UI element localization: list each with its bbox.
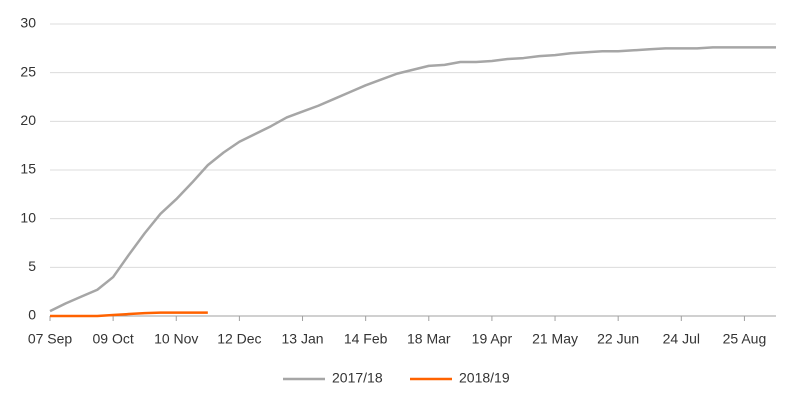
x-tick-label: 18 Mar: [407, 331, 451, 347]
x-tick-label: 13 Jan: [281, 331, 323, 347]
series-line: [50, 311, 208, 318]
y-tick-label: 30: [20, 15, 36, 31]
legend-label: 2017/18: [332, 370, 383, 386]
x-tick-label: 19 Apr: [472, 331, 513, 347]
y-tick-label: 5: [28, 258, 36, 274]
y-tick-label: 10: [20, 209, 36, 225]
y-tick-label: 15: [20, 161, 36, 177]
x-tick-label: 21 May: [532, 331, 578, 347]
y-tick-label: 20: [20, 112, 36, 128]
x-tick-label: 10 Nov: [154, 331, 198, 347]
x-tick-label: 14 Feb: [344, 331, 388, 347]
y-tick-label: 25: [20, 63, 36, 79]
x-tick-label: 09 Oct: [93, 331, 134, 347]
x-tick-label: 12 Dec: [217, 331, 261, 347]
x-tick-label: 25 Aug: [723, 331, 767, 347]
x-tick-label: 07 Sep: [28, 331, 73, 347]
series-line: [49, 46, 776, 313]
x-tick-label: 22 Jun: [597, 331, 639, 347]
legend-label: 2018/19: [459, 370, 510, 386]
x-tick-label: 24 Jul: [663, 331, 700, 347]
y-tick-label: 0: [28, 307, 36, 323]
